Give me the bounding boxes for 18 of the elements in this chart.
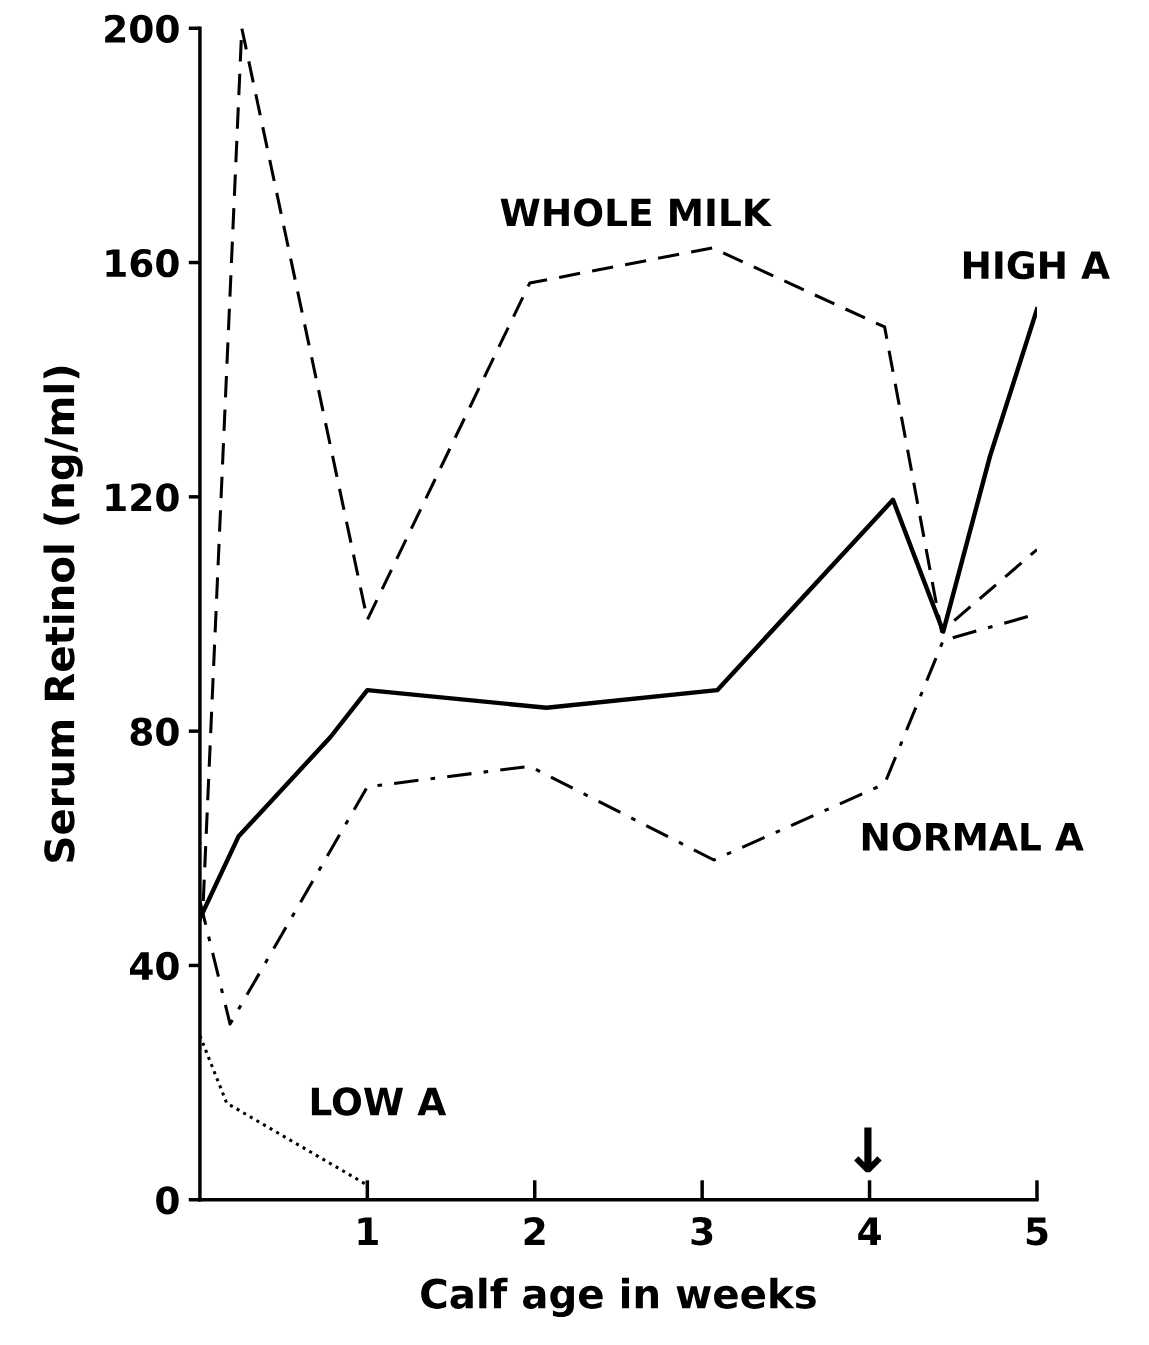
y-tick-label: 120 xyxy=(106,483,179,512)
x-tick-label: 2 xyxy=(524,1217,545,1245)
x-tick-label: 5 xyxy=(1026,1217,1048,1246)
x-tick-label: 4 xyxy=(858,1217,881,1245)
series-label: WHOLE MILK xyxy=(500,198,773,227)
series-label: NORMAL A xyxy=(862,822,1084,851)
y-tick-label: 40 xyxy=(129,951,179,981)
annotation: ↓ xyxy=(854,1127,882,1173)
y-tick-label: 0 xyxy=(156,1186,179,1215)
y-tick-label: 160 xyxy=(106,248,179,278)
y-tick-label: 80 xyxy=(130,717,179,746)
series-label: HIGH A xyxy=(963,250,1110,280)
x-tick-label: 1 xyxy=(358,1217,378,1245)
x-axis-title: Calf age in weeks xyxy=(421,1277,816,1317)
series-label: LOW A xyxy=(311,1087,447,1116)
x-tick-label: 3 xyxy=(691,1217,713,1246)
y-axis-title: Serum Retinol (ng/ml) xyxy=(43,366,83,862)
y-tick-label: 200 xyxy=(105,14,179,44)
